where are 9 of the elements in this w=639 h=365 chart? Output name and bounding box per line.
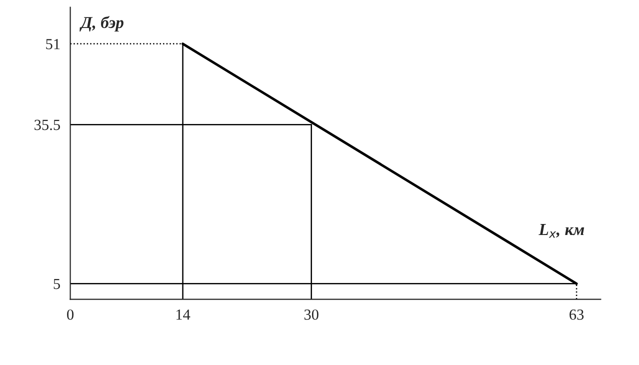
x-tick-label: 14 (176, 310, 190, 320)
x-tick-label: 63 (570, 310, 584, 320)
y-tick-label: 35.5 (34, 120, 60, 130)
y-tick-label: 5 (54, 278, 60, 290)
y-tick-label: 51 (46, 39, 60, 50)
x-tick-label: 0 (67, 309, 74, 320)
x-axis-title: L$_{x}$, км (538, 224, 584, 238)
x-tick-label: 30 (304, 309, 318, 320)
y-axis-title: Д, бэр (80, 16, 124, 32)
